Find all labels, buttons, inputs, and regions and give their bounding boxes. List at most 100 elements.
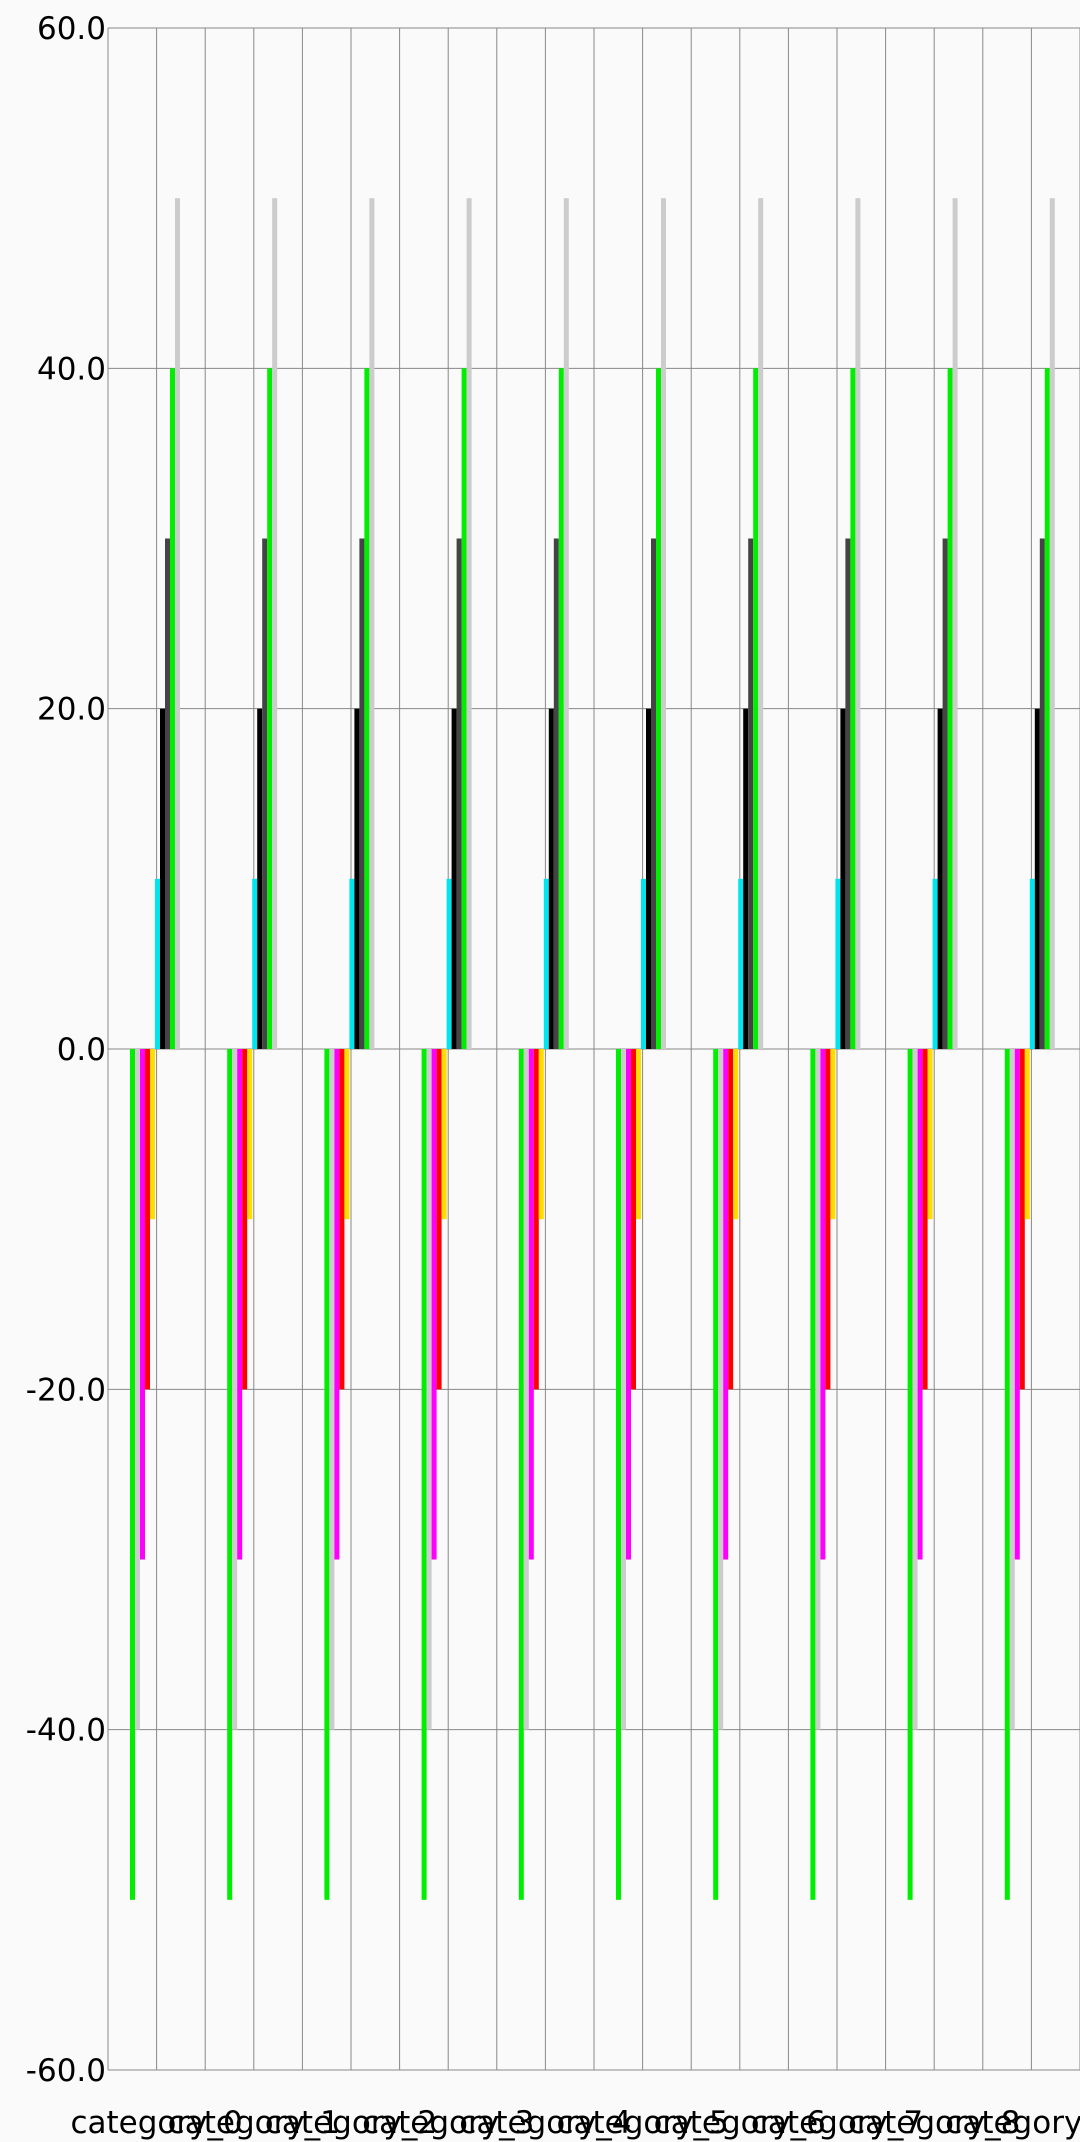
bar: [364, 368, 369, 1049]
y-tick-label: 40.0: [37, 351, 106, 387]
bar: [267, 368, 272, 1049]
bar: [175, 198, 180, 1049]
bar: [825, 1049, 830, 1389]
bar: [227, 1049, 232, 1900]
bar: [135, 1049, 140, 1730]
bar: [621, 1049, 626, 1730]
bar: [544, 879, 549, 1049]
bar: [339, 1049, 344, 1389]
bar: [369, 198, 374, 1049]
bar: [810, 1049, 815, 1900]
bar: [272, 198, 277, 1049]
bar: [160, 709, 165, 1049]
bar: [529, 1049, 534, 1560]
bar: [728, 1049, 733, 1389]
y-tick-label: 0.0: [57, 1032, 106, 1068]
bar: [554, 539, 559, 1050]
bar: [237, 1049, 242, 1560]
y-tick-label: -60.0: [26, 2053, 106, 2089]
bar: [140, 1049, 145, 1560]
bar: [723, 1049, 728, 1560]
bar: [646, 709, 651, 1049]
bar: [933, 879, 938, 1049]
bar: [626, 1049, 631, 1560]
bar: [462, 368, 467, 1049]
bar: [344, 1049, 349, 1219]
bar: [155, 879, 160, 1049]
bar: [534, 1049, 539, 1389]
bar: [631, 1049, 636, 1389]
bar: [713, 1049, 718, 1900]
bar: [855, 198, 860, 1049]
bar: [953, 198, 958, 1049]
bar: [519, 1049, 524, 1900]
bar: [564, 198, 569, 1049]
bar: [539, 1049, 544, 1219]
bar: [616, 1049, 621, 1900]
bar: [549, 709, 554, 1049]
bar: [1040, 539, 1045, 1050]
bar: [247, 1049, 252, 1219]
bar: [923, 1049, 928, 1389]
bar: [718, 1049, 723, 1730]
bar: [656, 368, 661, 1049]
y-tick-label: 20.0: [37, 692, 106, 728]
bar: [262, 539, 267, 1050]
bar: [908, 1049, 913, 1900]
bar: [252, 879, 257, 1049]
bar: [845, 539, 850, 1050]
bar: [232, 1049, 237, 1730]
bar: [913, 1049, 918, 1730]
bar: [437, 1049, 442, 1389]
bar: [661, 198, 666, 1049]
bar: [835, 879, 840, 1049]
x-tick-label: category_9: [945, 2105, 1080, 2141]
bar: [452, 709, 457, 1049]
bar: [641, 879, 646, 1049]
y-tick-label: 60.0: [37, 11, 106, 47]
bar: [815, 1049, 820, 1730]
bar: [165, 539, 170, 1050]
bar: [257, 709, 262, 1049]
bar: [334, 1049, 339, 1560]
bar: [748, 539, 753, 1050]
bar: [743, 709, 748, 1049]
bar: [349, 879, 354, 1049]
bar: [324, 1049, 329, 1900]
bar: [467, 198, 472, 1049]
bar: [329, 1049, 334, 1730]
bar: [948, 368, 953, 1049]
bar: [820, 1049, 825, 1560]
bar: [1005, 1049, 1010, 1900]
bar: [830, 1049, 835, 1219]
bar: [359, 539, 364, 1050]
bar: [170, 368, 175, 1049]
bar: [850, 368, 855, 1049]
bar: [145, 1049, 150, 1389]
bar: [427, 1049, 432, 1730]
bar: [559, 368, 564, 1049]
bar: [1045, 368, 1050, 1049]
bar: [447, 879, 452, 1049]
bar: [840, 709, 845, 1049]
bar: [524, 1049, 529, 1730]
y-tick-label: -20.0: [26, 1372, 106, 1408]
bar: [422, 1049, 427, 1900]
bar: [457, 539, 462, 1050]
bar: [938, 709, 943, 1049]
bar: [1035, 709, 1040, 1049]
bar: [636, 1049, 641, 1219]
bar: [1030, 879, 1035, 1049]
bar: [738, 879, 743, 1049]
bar: [733, 1049, 738, 1219]
bar: [242, 1049, 247, 1389]
bar: [943, 539, 948, 1050]
bar: [651, 539, 656, 1050]
bar: [150, 1049, 155, 1219]
bar: [918, 1049, 923, 1560]
y-tick-label: -40.0: [26, 1713, 106, 1749]
bar: [1025, 1049, 1030, 1219]
bar: [130, 1049, 135, 1900]
